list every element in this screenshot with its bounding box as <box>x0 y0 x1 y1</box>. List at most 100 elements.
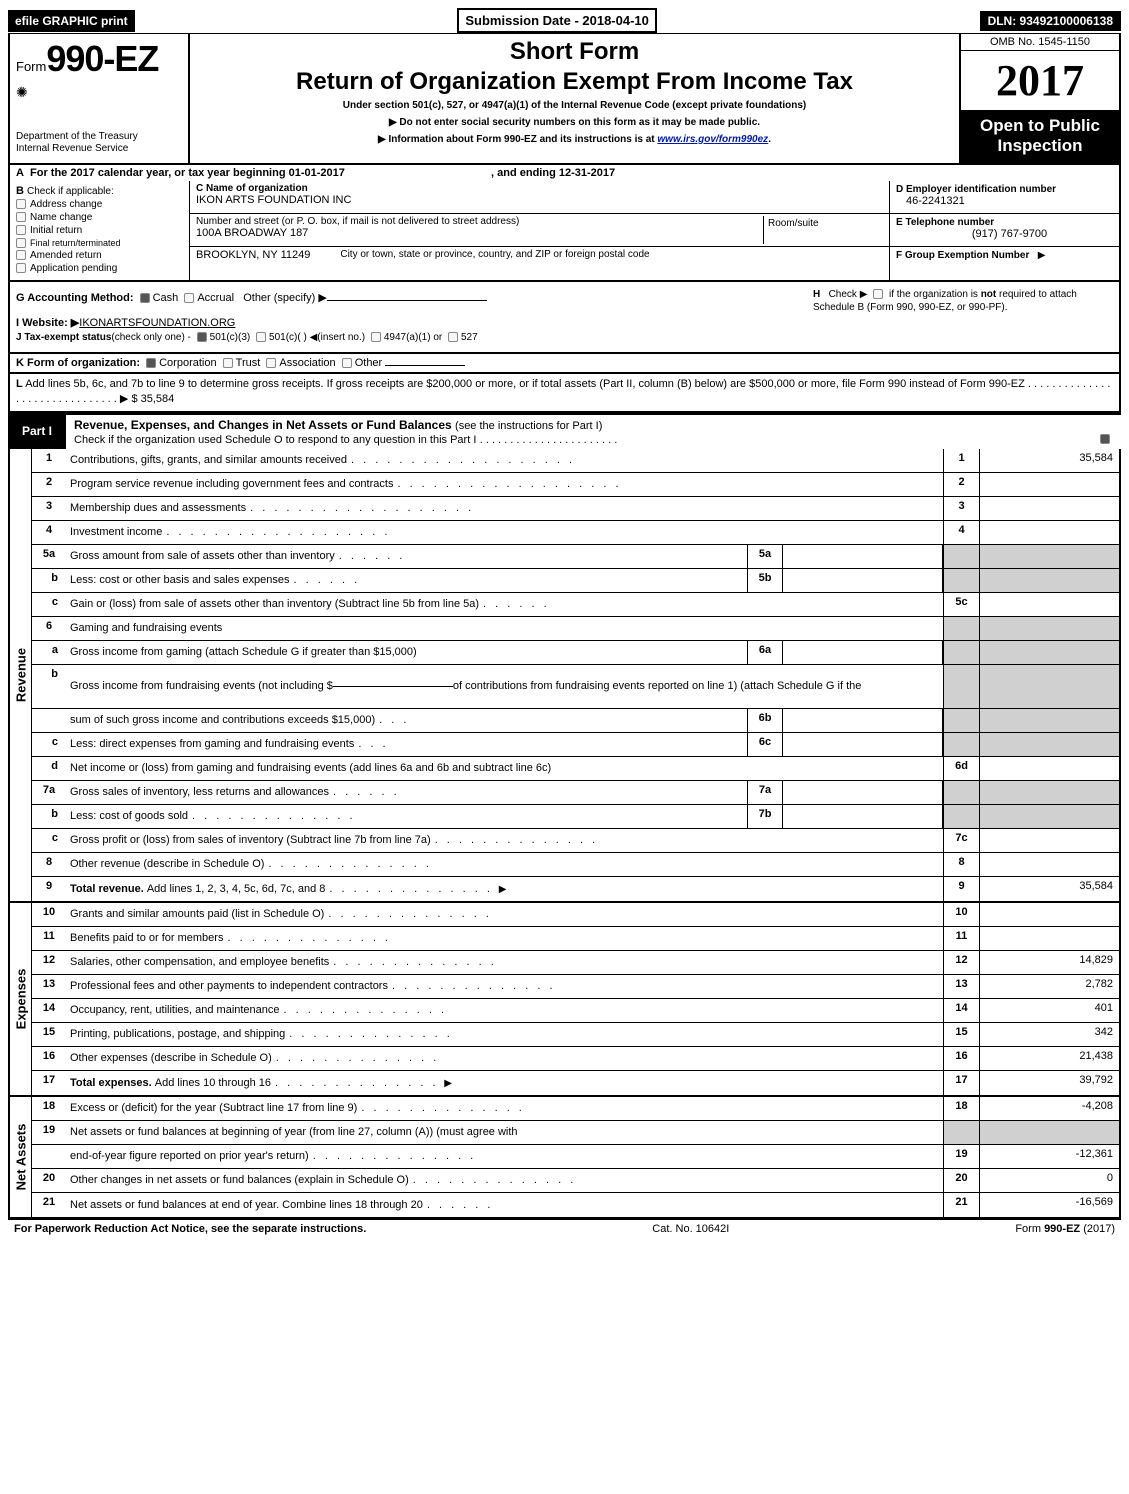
line-9: 9 Total revenue. Add lines 1, 2, 3, 4, 5… <box>32 877 1119 901</box>
checkbox-initial-return[interactable]: Initial return <box>16 225 183 236</box>
shade-box <box>943 569 979 592</box>
website-value[interactable]: IKONARTSFOUNDATION.ORG <box>79 317 235 329</box>
line-6d-desc: Net income or (loss) from gaming and fun… <box>70 762 551 774</box>
line-10-box: 10 <box>943 903 979 926</box>
line-7a-num: 7a <box>32 781 66 804</box>
checkbox-other-org[interactable] <box>342 358 352 368</box>
arrow-icon: ▶ <box>1038 250 1046 261</box>
net-assets-label: Net Assets <box>13 1123 28 1190</box>
form-number: 990-EZ <box>46 38 158 80</box>
line-19-val: -12,361 <box>979 1145 1119 1168</box>
checkbox-association[interactable] <box>266 358 276 368</box>
checkbox-cash-checked[interactable] <box>140 293 150 303</box>
row-a-mid: , and ending <box>491 167 559 179</box>
dots: . . . . . . . . . . . . . . . . . . . <box>397 478 939 490</box>
opt-association: Association <box>279 357 335 369</box>
line-20-box: 20 <box>943 1169 979 1192</box>
checkbox-schedule-o-checked[interactable] <box>1100 434 1110 444</box>
checkbox-501c3-checked[interactable] <box>197 332 207 342</box>
line-5a-num: 5a <box>32 545 66 568</box>
checkbox-amended-return[interactable]: Amended return <box>16 250 183 261</box>
dots: . . . . . . . . . . . . . . <box>435 834 939 846</box>
line-3-box: 3 <box>943 497 979 520</box>
dots: . . . . . . . . . . . . . . <box>333 956 939 968</box>
line-7c-box: 7c <box>943 829 979 852</box>
instruction-line-1: ▶ Do not enter social security numbers o… <box>198 117 951 128</box>
checkbox-501c[interactable] <box>256 332 266 342</box>
shade-val <box>979 617 1119 640</box>
line-16-desc: Other expenses (describe in Schedule O) <box>70 1052 272 1064</box>
line-8: 8 Other revenue (describe in Schedule O)… <box>32 853 1119 877</box>
label-e: E Telephone number <box>896 217 994 228</box>
checkbox-final-return[interactable]: Final return/terminated <box>16 238 183 248</box>
irs-link[interactable]: www.irs.gov/form990ez <box>657 134 768 145</box>
opt-app-pending: Application pending <box>30 263 117 274</box>
dots: . . . . . . <box>427 1199 939 1211</box>
line-12-val: 14,829 <box>979 951 1119 974</box>
department-text: Department of the Treasury Internal Reve… <box>16 131 182 155</box>
checkbox-527[interactable] <box>448 332 458 342</box>
instruction-2-pre: ▶ Information about Form 990-EZ and its … <box>378 134 657 145</box>
checkbox-h[interactable] <box>873 289 883 299</box>
line-7b-num: b <box>32 805 66 828</box>
other-specify-blank[interactable] <box>327 300 487 301</box>
line-2-val <box>979 473 1119 496</box>
checkbox-accrual[interactable] <box>184 293 194 303</box>
line-10-val <box>979 903 1119 926</box>
label-b: B <box>16 185 24 197</box>
dots: . . . . . . . . . . . . . . <box>227 932 939 944</box>
line-7c-val <box>979 829 1119 852</box>
dots-arrow: . . . . . . . . . . . . . . <box>329 883 939 895</box>
line-20-desc: Other changes in net assets or fund bala… <box>70 1174 409 1186</box>
line-20-val: 0 <box>979 1169 1119 1192</box>
checkbox-address-change[interactable]: Address change <box>16 199 183 210</box>
city-row: BROOKLYN, NY 11249 City or town, state o… <box>190 247 889 279</box>
dots: . . . . . . . . . . . . . . <box>192 810 743 822</box>
line-6b-mini: 6b <box>747 709 783 732</box>
instruction-2-post: . <box>768 134 771 145</box>
city-label: City or town, state or province, country… <box>340 249 649 277</box>
footer-cat-no: Cat. No. 10642I <box>652 1223 729 1235</box>
room-suite-cell: Room/suite <box>763 216 883 244</box>
row-g-block: G Accounting Method: Cash Accrual Other … <box>8 282 1121 354</box>
checkbox-corporation-checked[interactable] <box>146 358 156 368</box>
line-16: 16 Other expenses (describe in Schedule … <box>32 1047 1119 1071</box>
efile-print-button[interactable]: efile GRAPHIC print <box>8 10 135 32</box>
city-value: BROOKLYN, NY 11249 <box>196 249 310 277</box>
line-16-num: 16 <box>32 1047 66 1070</box>
line-6b-top: b Gross income from fundraising events (… <box>32 665 1119 709</box>
line-5a-mini: 5a <box>747 545 783 568</box>
org-name-value: IKON ARTS FOUNDATION INC <box>196 194 883 206</box>
part-1-check-line: Check if the organization used Schedule … <box>74 434 476 446</box>
line-13: 13 Professional fees and other payments … <box>32 975 1119 999</box>
line-16-val: 21,438 <box>979 1047 1119 1070</box>
dots: . . . . . . . . . . . . . . . . . . . <box>250 502 939 514</box>
line-18-desc: Excess or (deficit) for the year (Subtra… <box>70 1102 357 1114</box>
dots: . . . . . . <box>483 598 939 610</box>
line-6b-blank[interactable] <box>333 686 453 687</box>
shade-val <box>979 805 1119 828</box>
section-h: H Check ▶ if the organization is not req… <box>813 288 1113 346</box>
checkbox-4947[interactable] <box>371 332 381 342</box>
header-row: Form990-EZ ✺ Department of the Treasury … <box>8 33 1121 165</box>
line-15-num: 15 <box>32 1023 66 1046</box>
checkbox-trust[interactable] <box>223 358 233 368</box>
main-title: Return of Organization Exempt From Incom… <box>198 68 951 96</box>
line-5c: c Gain or (loss) from sale of assets oth… <box>32 593 1119 617</box>
opt-4947: 4947(a)(1) or <box>384 332 442 343</box>
line-13-box: 13 <box>943 975 979 998</box>
checkbox-application-pending[interactable]: Application pending <box>16 263 183 274</box>
line-6d-num: d <box>32 757 66 780</box>
phone-value: (917) 767-9700 <box>896 228 1113 240</box>
dots: . . . . . . . . . . . . . . <box>276 1052 939 1064</box>
checkbox-icon <box>16 250 26 260</box>
line-21-val: -16,569 <box>979 1193 1119 1217</box>
line-19-desc: Net assets or fund balances at beginning… <box>70 1126 518 1138</box>
dots: . . . <box>379 714 743 726</box>
other-org-blank[interactable] <box>385 365 465 366</box>
line-14-desc: Occupancy, rent, utilities, and maintena… <box>70 1004 280 1016</box>
row-l: L Add lines 5b, 6c, and 7b to line 9 to … <box>8 374 1121 413</box>
revenue-rows: 1 Contributions, gifts, grants, and simi… <box>32 449 1119 901</box>
checkbox-name-change[interactable]: Name change <box>16 212 183 223</box>
line-6d-box: 6d <box>943 757 979 780</box>
